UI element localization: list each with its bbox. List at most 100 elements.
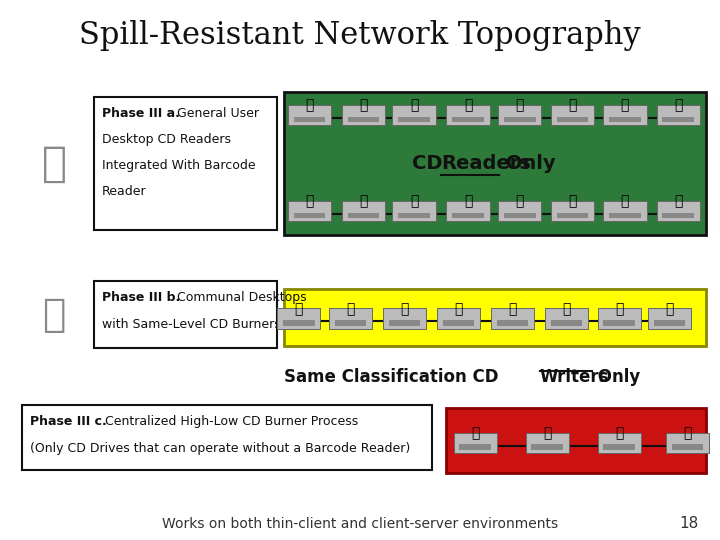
Bar — [446, 105, 490, 125]
Bar — [551, 105, 594, 125]
Text: 🔥: 🔥 — [464, 98, 472, 112]
Bar — [398, 213, 430, 218]
Bar — [94, 281, 277, 348]
Text: Works on both thin-client and client-server environments: Works on both thin-client and client-ser… — [162, 517, 558, 531]
Bar — [22, 405, 432, 470]
Text: with Same-Level CD Burners: with Same-Level CD Burners — [102, 318, 281, 330]
Bar — [657, 105, 700, 125]
Bar — [446, 408, 706, 472]
Bar — [609, 117, 641, 122]
Bar — [598, 308, 641, 329]
Bar — [504, 213, 536, 218]
Bar — [342, 201, 385, 221]
Bar — [498, 105, 541, 125]
Bar — [348, 213, 379, 218]
Text: 🔥: 🔥 — [410, 98, 418, 112]
Text: Desktop CD Readers: Desktop CD Readers — [102, 133, 231, 146]
Text: 🔥: 🔥 — [621, 98, 629, 112]
Bar — [657, 201, 700, 221]
Text: 🔥: 🔥 — [543, 426, 552, 440]
Text: 🖨: 🖨 — [42, 143, 66, 184]
Bar — [446, 201, 490, 221]
Bar — [557, 213, 588, 218]
Text: 🔥: 🔥 — [683, 426, 692, 440]
Bar — [294, 213, 325, 218]
Text: 🔥: 🔥 — [674, 194, 683, 208]
Bar — [452, 213, 484, 218]
Bar — [557, 117, 588, 122]
Text: Phase III b.: Phase III b. — [102, 291, 181, 303]
Text: 🔥: 🔥 — [516, 98, 524, 112]
Text: Same Classification CD: Same Classification CD — [284, 368, 505, 386]
Bar — [389, 320, 420, 326]
Bar — [662, 213, 694, 218]
Text: 🔥: 🔥 — [568, 98, 577, 112]
Bar — [383, 308, 426, 329]
Text: 🔥: 🔥 — [568, 194, 577, 208]
Text: 🔥: 🔥 — [359, 194, 368, 208]
Text: 🔥: 🔥 — [400, 302, 409, 316]
Bar — [648, 308, 691, 329]
Text: 🔥: 🔥 — [294, 302, 303, 316]
Bar — [666, 433, 709, 453]
Bar — [284, 289, 706, 346]
Bar — [443, 320, 474, 326]
Bar — [398, 117, 430, 122]
Text: 🔥: 🔥 — [615, 426, 624, 440]
Text: 🔥: 🔥 — [471, 426, 480, 440]
Bar — [672, 444, 703, 450]
Bar — [342, 105, 385, 125]
Text: Centralized High-Low CD Burner Process: Centralized High-Low CD Burner Process — [101, 415, 358, 428]
Bar — [497, 320, 528, 326]
Text: 🔥: 🔥 — [516, 194, 524, 208]
Bar — [551, 320, 582, 326]
Text: 🖨: 🖨 — [42, 295, 66, 334]
Text: Spill-Resistant Network Topography: Spill-Resistant Network Topography — [79, 19, 641, 51]
Bar — [288, 201, 331, 221]
Text: Only: Only — [498, 154, 555, 173]
Bar — [491, 308, 534, 329]
Bar — [526, 433, 569, 453]
Text: 🔥: 🔥 — [410, 194, 418, 208]
Text: Phase III a.: Phase III a. — [102, 107, 180, 120]
Text: Phase III c.: Phase III c. — [30, 415, 107, 428]
Bar — [609, 213, 641, 218]
Text: 🔥: 🔥 — [305, 98, 314, 112]
Bar — [284, 92, 706, 235]
Bar — [437, 308, 480, 329]
Text: 🔥: 🔥 — [359, 98, 368, 112]
Text: 🔥: 🔥 — [346, 302, 355, 316]
Bar — [662, 117, 694, 122]
Bar — [603, 105, 647, 125]
Text: 🔥: 🔥 — [665, 302, 674, 316]
Text: Only: Only — [592, 368, 640, 386]
Text: 🔥: 🔥 — [454, 302, 463, 316]
Bar — [551, 201, 594, 221]
Bar — [459, 444, 491, 450]
Bar — [598, 433, 641, 453]
Bar — [498, 201, 541, 221]
Bar — [654, 320, 685, 326]
Bar — [288, 105, 331, 125]
Bar — [283, 320, 315, 326]
Text: 🔥: 🔥 — [562, 302, 571, 316]
Text: Writers: Writers — [540, 368, 610, 386]
Text: Communal Desktops: Communal Desktops — [173, 291, 307, 303]
Text: Reader: Reader — [102, 185, 147, 198]
Bar — [545, 308, 588, 329]
Bar — [294, 117, 325, 122]
Bar — [603, 444, 635, 450]
Bar — [452, 117, 484, 122]
Text: 🔥: 🔥 — [508, 302, 517, 316]
Text: 🔥: 🔥 — [621, 194, 629, 208]
Bar — [504, 117, 536, 122]
Text: 🔥: 🔥 — [615, 302, 624, 316]
Bar — [277, 308, 320, 329]
Bar — [392, 105, 436, 125]
Bar — [94, 97, 277, 230]
Bar — [603, 320, 635, 326]
Bar — [335, 320, 366, 326]
Bar — [329, 308, 372, 329]
Text: 🔥: 🔥 — [464, 194, 472, 208]
Bar — [348, 117, 379, 122]
